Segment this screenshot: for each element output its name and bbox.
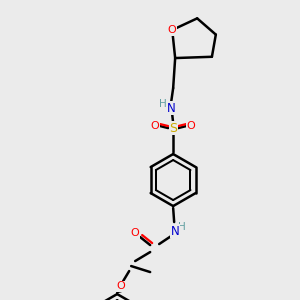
Text: N: N (167, 102, 176, 115)
Text: O: O (151, 121, 160, 131)
Text: H: H (178, 222, 186, 232)
Text: S: S (169, 122, 177, 135)
Text: O: O (117, 281, 125, 291)
Text: N: N (171, 225, 179, 238)
Text: O: O (131, 228, 140, 238)
Text: O: O (187, 121, 196, 131)
Text: H: H (159, 99, 167, 109)
Text: O: O (168, 25, 177, 35)
